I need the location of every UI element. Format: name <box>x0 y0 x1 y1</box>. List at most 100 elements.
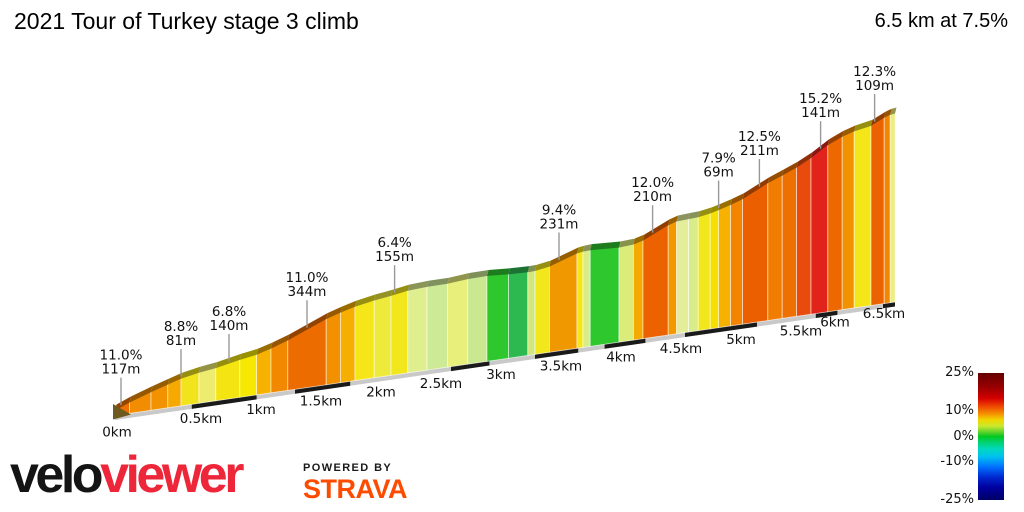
gradient-annotation: 6.4% 155m <box>375 235 414 293</box>
gradient-annotation: 11.0% 344m <box>286 270 329 328</box>
legend-tick-label: 10% <box>945 403 974 419</box>
legend-tick-label: -10% <box>940 453 974 469</box>
gradient-legend: 25% 10% 0% -10% -25% <box>930 365 1010 511</box>
ribbon-segment <box>467 269 489 280</box>
ribbon-segment <box>374 289 393 301</box>
ribbon-segment <box>167 372 183 385</box>
km-axis-label: 5km <box>726 332 756 348</box>
gradient-segment <box>870 116 885 306</box>
gradient-segment <box>709 208 719 330</box>
ribbon-segment <box>535 260 551 271</box>
km-axis-labels: 0km 0.5km 1km 1.5km 2km 2.5km 3km 3.5km 4km 4.5km… <box>102 306 905 441</box>
gradient-segment <box>827 135 843 313</box>
annotation-text: 9.4% 231m <box>540 202 579 232</box>
km-axis-label: 1km <box>246 402 276 418</box>
gradient-annotation: 8.8% 81m <box>164 319 198 377</box>
ribbon-segment <box>796 152 813 168</box>
profile-top-ribbon <box>115 107 897 411</box>
ribbon-segment <box>427 277 449 287</box>
veloviewer-logo[interactable]: veloviewer <box>10 446 244 504</box>
annotation-text: 12.3% 109m <box>853 64 896 94</box>
gradient-segment <box>486 273 510 362</box>
km-axis-label: 5.5km <box>780 323 822 339</box>
gradient-segment <box>270 339 289 394</box>
gradient-segment <box>781 166 797 319</box>
ribbon-segment <box>129 386 153 403</box>
km-axis-label: 6km <box>820 315 850 331</box>
gradient-segment <box>534 265 550 355</box>
ribbon-segment <box>890 107 897 115</box>
legend-tick-label: -25% <box>940 492 974 507</box>
ribbon-segment <box>391 284 410 296</box>
ribbon-segment <box>767 169 784 184</box>
ruler-dash <box>815 310 838 319</box>
gradient-segment <box>730 197 743 327</box>
gradient-segment <box>796 156 812 317</box>
gradient-segment <box>582 249 591 348</box>
strava-attribution[interactable]: POWERED BY STRAVA <box>303 462 408 505</box>
gradient-segment <box>810 143 829 315</box>
gradient-segment <box>718 203 731 329</box>
ribbon-segment <box>854 119 873 132</box>
ribbon-segment <box>151 378 170 393</box>
annotation-text: 12.0% 210m <box>631 175 674 205</box>
km-axis-label: 1.5km <box>300 393 342 409</box>
ruler-dash <box>295 381 351 394</box>
ribbon-segment <box>287 313 328 341</box>
gradient-segment <box>373 294 392 379</box>
annotation-text: 8.8% 81m <box>164 319 198 349</box>
gradient-annotations: 11.0% 117m 8.8% 81m 6.8% 140m 11.0% 344m 6.4% 155… <box>100 64 896 406</box>
km-axis-label: 3km <box>486 367 516 383</box>
ribbon-segment <box>884 108 892 118</box>
ribbon-segment <box>583 244 592 252</box>
gradient-segment <box>688 216 699 333</box>
ribbon-segment <box>487 268 511 277</box>
gradient-segment <box>576 250 584 349</box>
ribbon-segment <box>271 334 290 349</box>
gradient-segment <box>633 239 644 341</box>
gradient-annotation: 11.0% 117m <box>100 348 143 406</box>
logo-viewer-text: viewer <box>100 446 244 504</box>
ruler-dash <box>604 338 646 349</box>
gradient-segment <box>853 124 872 309</box>
gradient-segment <box>742 181 769 325</box>
gradient-segment <box>256 347 272 396</box>
gradient-segment <box>407 285 428 374</box>
km-axis-label: 0.5km <box>180 411 222 427</box>
km-axis-label: 0km <box>102 425 132 441</box>
ribbon-segment <box>668 215 679 226</box>
gradient-segment <box>527 269 536 356</box>
ribbon-segment <box>633 234 645 245</box>
ribbon-segment <box>676 213 691 222</box>
gradient-segment <box>642 224 669 340</box>
gradient-annotation: 12.0% 210m <box>631 175 674 233</box>
ribbon-segment <box>447 273 470 284</box>
gradient-segment <box>508 271 529 359</box>
logo-velo-text: velo <box>10 446 104 504</box>
profile-start-cap <box>113 404 131 420</box>
ribbon-segment <box>181 366 201 379</box>
ribbon-segment <box>549 247 579 267</box>
ruler-dash <box>685 322 757 338</box>
gradient-annotation: 6.8% 140m <box>210 304 249 362</box>
gradient-annotation: 12.5% 211m <box>738 129 781 187</box>
annotation-text: 12.5% 211m <box>738 129 781 159</box>
gradient-segment <box>325 311 342 386</box>
strava-wordmark: STRAVA <box>303 474 408 504</box>
gradient-segment <box>467 274 488 365</box>
ribbon-segment <box>577 245 585 254</box>
ribbon-segment <box>688 211 700 220</box>
gradient-segment <box>198 366 217 404</box>
ribbon-segment <box>698 207 712 218</box>
gradient-segment <box>697 212 711 332</box>
gradient-segment <box>841 130 855 311</box>
gradient-segments <box>114 112 896 416</box>
legend-tick-label: 0% <box>953 428 974 444</box>
gradient-segment <box>390 289 409 376</box>
gradient-segment <box>676 218 689 335</box>
annotation-text: 6.8% 140m <box>210 304 249 334</box>
ribbon-segment <box>407 280 429 291</box>
ribbon-segment <box>590 241 621 251</box>
